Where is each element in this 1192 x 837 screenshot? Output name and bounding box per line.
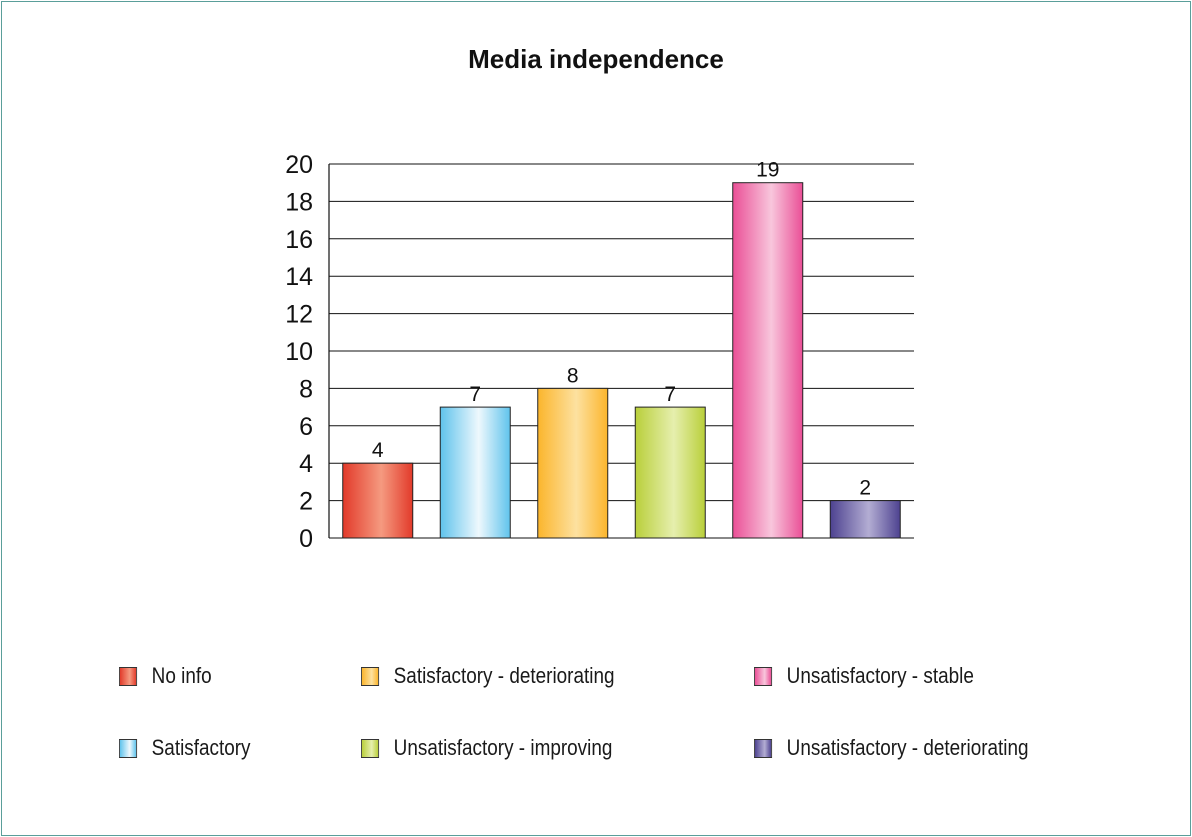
legend-swatch xyxy=(361,738,380,758)
data-label: 7 xyxy=(469,383,481,406)
y-tick-label: 6 xyxy=(299,413,313,441)
bar-unsatisfactory-improving xyxy=(634,406,706,539)
legend-swatch xyxy=(119,666,138,686)
legend-item: Unsatisfactory - stable xyxy=(754,663,974,689)
legend-item: Unsatisfactory - deteriorating xyxy=(754,735,1029,761)
y-tick-label: 12 xyxy=(285,301,313,329)
y-tick-label: 20 xyxy=(285,151,313,179)
legend-label: Unsatisfactory - deteriorating xyxy=(786,735,1029,760)
data-label: 2 xyxy=(859,477,871,500)
data-label: 7 xyxy=(664,383,676,406)
legend-item: Satisfactory xyxy=(119,735,251,761)
y-tick-label: 4 xyxy=(299,450,313,478)
legend-swatch xyxy=(119,738,138,758)
legend-swatch xyxy=(361,666,380,686)
y-tick-label: 16 xyxy=(285,226,313,254)
legend-item: Satisfactory - deteriorating xyxy=(361,663,615,689)
legend-label: Unsatisfactory - improving xyxy=(393,735,613,760)
legend-item: Unsatisfactory - improving xyxy=(361,735,612,761)
y-tick-label: 8 xyxy=(299,375,313,403)
bar-unsatisfactory-stable xyxy=(732,182,804,539)
data-label: 4 xyxy=(372,439,384,462)
y-tick-label: 18 xyxy=(285,188,313,216)
bars xyxy=(342,182,901,539)
bar-satisfactory-deteriorating xyxy=(537,387,609,539)
bar-satisfactory xyxy=(439,406,511,539)
y-tick-label: 14 xyxy=(285,263,313,291)
y-tick-label: 2 xyxy=(299,488,313,516)
legend-label: Unsatisfactory - stable xyxy=(786,663,974,688)
y-tick-label: 10 xyxy=(285,338,313,366)
data-label: 19 xyxy=(756,159,779,182)
bar-no-info xyxy=(342,462,414,539)
data-labels: 4 7 8 7 19 2 xyxy=(372,159,871,500)
legend-label: Satisfactory - deteriorating xyxy=(393,663,615,688)
chart-title: Media independence xyxy=(468,44,724,74)
gridlines xyxy=(329,163,914,539)
legend-item: No info xyxy=(119,663,212,689)
legend-swatch xyxy=(754,738,773,758)
legend-swatch xyxy=(754,666,773,686)
y-axis-ticks: 0 2 4 6 8 10 12 14 16 18 20 xyxy=(285,151,313,553)
bar-unsatisfactory-deteriorating xyxy=(829,500,901,539)
legend-label: No info xyxy=(151,663,212,688)
data-label: 8 xyxy=(567,364,579,387)
legend-label: Satisfactory xyxy=(151,735,251,760)
y-tick-label: 0 xyxy=(299,525,313,553)
